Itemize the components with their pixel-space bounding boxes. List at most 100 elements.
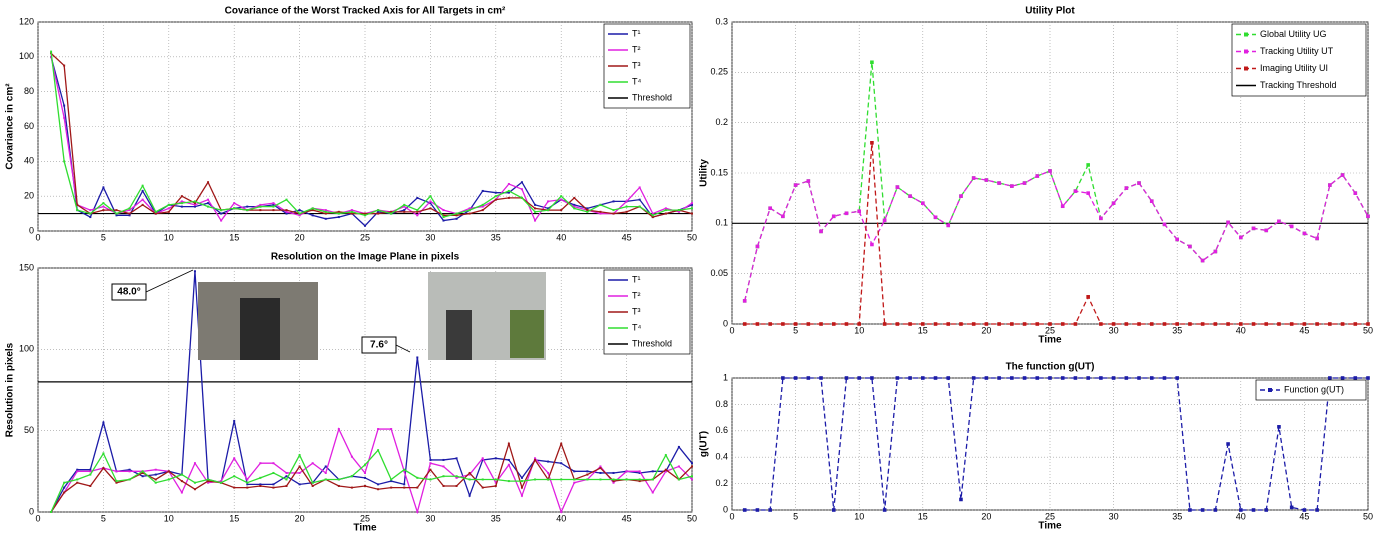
- data-point: [534, 211, 536, 213]
- data-point: [665, 454, 667, 456]
- data-point: [521, 487, 523, 489]
- data-point: [194, 462, 196, 464]
- data-point: [299, 214, 301, 216]
- data-point: [351, 213, 353, 215]
- data-point: [756, 245, 760, 249]
- data-point: [1290, 225, 1294, 229]
- x-tick-label: 30: [425, 513, 435, 523]
- data-point: [652, 216, 654, 218]
- data-point: [639, 186, 641, 188]
- data-point: [639, 206, 641, 208]
- data-point: [997, 181, 1001, 185]
- data-point: [883, 508, 887, 512]
- data-point: [115, 470, 117, 472]
- data-point: [115, 214, 117, 216]
- y-tick-label: 0.4: [715, 452, 728, 462]
- data-point: [207, 181, 209, 183]
- data-point: [246, 487, 248, 489]
- data-point: [233, 207, 235, 209]
- data-point: [870, 60, 874, 64]
- x-tick-label: 30: [1109, 511, 1119, 521]
- data-point: [168, 211, 170, 213]
- x-tick-label: 25: [360, 232, 370, 242]
- data-point: [508, 459, 510, 461]
- data-point: [129, 209, 131, 211]
- data-point: [896, 376, 900, 380]
- data-point: [456, 213, 458, 215]
- data-point: [482, 457, 484, 459]
- data-point: [194, 200, 196, 202]
- legend-marker: [1244, 33, 1248, 37]
- x-tick-label: 0: [35, 513, 40, 523]
- data-point: [1341, 322, 1345, 326]
- data-point: [1112, 322, 1116, 326]
- data-point: [1086, 163, 1090, 167]
- data-point: [442, 216, 444, 218]
- data-point: [547, 478, 549, 480]
- data-point: [286, 209, 288, 211]
- x-tick-label: 15: [918, 511, 928, 521]
- data-point: [1086, 295, 1090, 299]
- data-point: [1214, 322, 1218, 326]
- data-point: [495, 478, 497, 480]
- data-point: [794, 322, 798, 326]
- y-axis-label: g(UT): [699, 431, 710, 457]
- data-point: [1010, 376, 1014, 380]
- data-point: [495, 195, 497, 197]
- x-tick-label: 50: [1363, 511, 1373, 521]
- data-point: [946, 322, 950, 326]
- x-tick-label: 0: [729, 325, 734, 335]
- data-point: [1315, 237, 1319, 241]
- data-point: [482, 206, 484, 208]
- data-point: [246, 206, 248, 208]
- data-point: [416, 214, 418, 216]
- data-point: [1023, 376, 1027, 380]
- x-tick-label: 5: [101, 232, 106, 242]
- data-point: [560, 195, 562, 197]
- data-point: [351, 487, 353, 489]
- data-point: [908, 322, 912, 326]
- data-point: [807, 322, 811, 326]
- data-point: [1175, 238, 1179, 242]
- data-point: [678, 465, 680, 467]
- data-point: [181, 480, 183, 482]
- data-point: [934, 322, 938, 326]
- data-point: [416, 211, 418, 213]
- data-point: [377, 483, 379, 485]
- data-point: [1074, 189, 1078, 193]
- data-point: [155, 482, 157, 484]
- data-point: [63, 65, 65, 67]
- data-point: [259, 477, 261, 479]
- data-point: [508, 183, 510, 185]
- data-point: [691, 202, 693, 204]
- data-point: [115, 480, 117, 482]
- data-point: [129, 478, 131, 480]
- legend-marker: [1244, 67, 1248, 71]
- data-point: [142, 199, 144, 201]
- data-point: [416, 487, 418, 489]
- data-point: [403, 469, 405, 471]
- data-point: [76, 209, 78, 211]
- data-point: [325, 478, 327, 480]
- data-point: [807, 376, 811, 380]
- data-point: [495, 199, 497, 201]
- y-tick-label: 0.2: [715, 117, 728, 127]
- data-point: [794, 183, 798, 187]
- data-point: [429, 469, 431, 471]
- x-tick-label: 50: [687, 513, 697, 523]
- data-point: [155, 478, 157, 480]
- data-point: [233, 202, 235, 204]
- data-point: [299, 209, 301, 211]
- data-point: [1150, 376, 1154, 380]
- data-point: [972, 376, 976, 380]
- data-point: [819, 376, 823, 380]
- data-point: [272, 202, 274, 204]
- data-point: [1086, 376, 1090, 380]
- data-point: [921, 322, 925, 326]
- x-tick-label: 30: [425, 232, 435, 242]
- y-tick-label: 0.3: [715, 16, 728, 26]
- data-point: [286, 478, 288, 480]
- data-point: [756, 508, 760, 512]
- data-point: [508, 190, 510, 192]
- data-point: [1188, 508, 1192, 512]
